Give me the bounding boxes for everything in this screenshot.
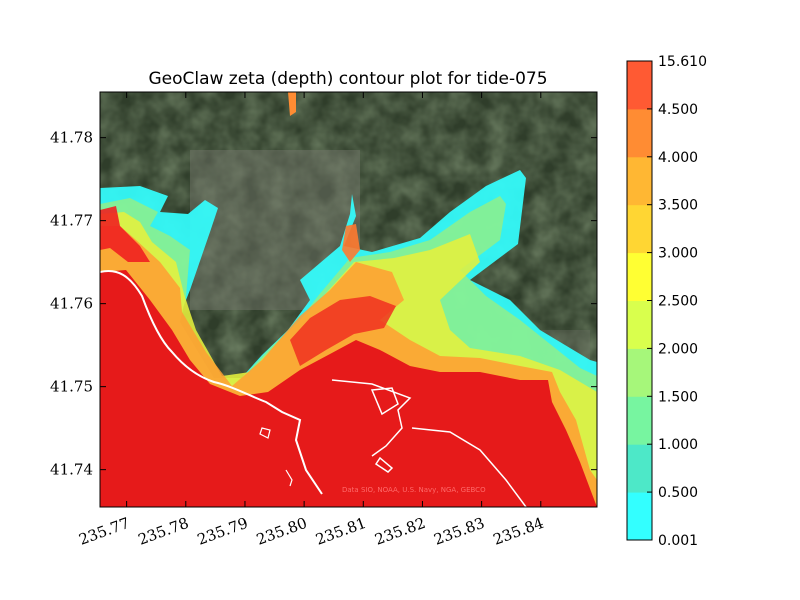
zone-red-north xyxy=(100,206,150,262)
colorbar-band xyxy=(627,300,652,349)
creek-orange xyxy=(342,224,360,262)
plot-area: Data SIO, NOAA, U.S. Navy, NGA, GEBCO xyxy=(100,92,597,507)
y-axis: 41.74 41.75 41.76 41.77 41.78 xyxy=(50,129,597,479)
x-tick-label: 235.79 xyxy=(195,514,250,549)
coastline xyxy=(100,270,323,495)
chart-title: GeoClaw zeta (depth) contour plot for ti… xyxy=(148,69,547,89)
colorbar-band xyxy=(627,348,652,397)
colorbar-label: 0.500 xyxy=(658,485,698,501)
x-tick-label: 235.83 xyxy=(432,514,487,549)
y-tick-label: 41.75 xyxy=(50,378,93,396)
x-tick-label: 235.78 xyxy=(136,514,191,549)
y-tick-label: 41.74 xyxy=(50,461,93,479)
jetty xyxy=(259,427,293,487)
colorbar-label: 1.000 xyxy=(658,437,698,453)
colorbar-label: 2.500 xyxy=(658,294,698,310)
colorbar-label: 1.500 xyxy=(658,389,698,405)
colorbar-label: 4.000 xyxy=(658,150,698,166)
harbor-structure xyxy=(370,387,399,473)
x-tick-label: 235.77 xyxy=(77,514,132,549)
colorbar-band xyxy=(627,204,652,254)
coastline-harbor xyxy=(331,379,527,507)
map-attribution: Data SIO, NOAA, U.S. Navy, NGA, GEBCO xyxy=(342,486,486,494)
y-tick-label: 41.77 xyxy=(50,212,93,230)
x-tick-label: 235.84 xyxy=(491,514,546,549)
zone-red xyxy=(100,270,597,507)
x-tick-label: 235.81 xyxy=(313,514,368,549)
zone-red-channel xyxy=(290,296,396,366)
colorbar-label: 3.000 xyxy=(658,246,698,262)
colorbar: 0.001 0.500 1.000 1.500 2.000 2.500 3.000 3.500… xyxy=(626,54,707,549)
colorbar-band xyxy=(627,492,652,541)
x-tick-label: 235.82 xyxy=(372,514,427,549)
colorbar-band xyxy=(627,108,652,158)
plot-frame xyxy=(99,91,598,508)
colorbar-label: 4.500 xyxy=(658,102,698,118)
creek-top xyxy=(288,92,296,116)
colorbar-label: 2.000 xyxy=(658,341,698,357)
colorbar-band xyxy=(627,444,652,493)
colorbar-band xyxy=(627,252,652,301)
colorbar-label: 15.610 xyxy=(658,54,707,70)
y-tick-label: 41.76 xyxy=(50,295,93,313)
colorbar-band xyxy=(627,396,652,445)
colorbar-label: 3.500 xyxy=(658,198,698,214)
colorbar-band xyxy=(627,61,652,110)
colorbar-band xyxy=(627,156,652,206)
colorbar-label: 0.001 xyxy=(658,533,698,549)
x-tick-label: 235.80 xyxy=(254,514,309,549)
y-tick-label: 41.78 xyxy=(50,129,93,147)
